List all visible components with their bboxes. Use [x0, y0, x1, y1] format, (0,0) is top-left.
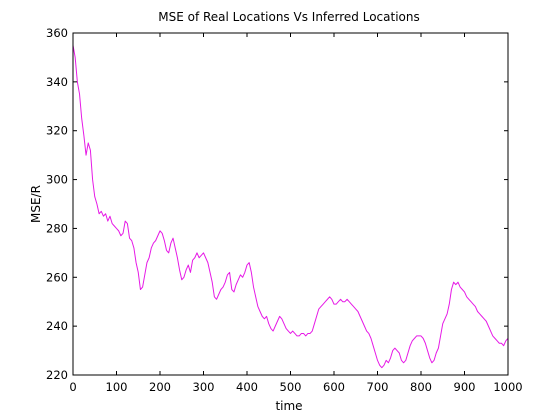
x-tick-label-7: 700	[367, 380, 389, 394]
x-tick-label-5: 500	[280, 380, 302, 394]
series-layer	[72, 45, 509, 369]
y-tick-label-0: 220	[46, 368, 68, 382]
x-tick-label-0: 0	[69, 380, 76, 394]
y-tick-label-4: 300	[46, 173, 68, 187]
x-tick-label-4: 400	[236, 380, 258, 394]
y-tick-label-2: 260	[46, 270, 68, 284]
x-tick-label-8: 800	[410, 380, 432, 394]
y-tick-label-7: 360	[46, 26, 68, 40]
y-tick-label-1: 240	[46, 319, 68, 333]
x-tick-label-10: 1000	[493, 380, 522, 394]
x-tick-label-2: 200	[149, 380, 171, 394]
y-tick-label-6: 340	[46, 75, 68, 89]
x-axis-label: time	[275, 399, 302, 413]
y-tick-label-3: 280	[46, 221, 68, 235]
x-tick-label-3: 300	[193, 380, 215, 394]
chart-title: MSE of Real Locations Vs Inferred Locati…	[158, 10, 420, 24]
y-axis-label: MSE/R	[29, 185, 43, 223]
axis-layer: 0 100 200 300 400 500 600 700 800 900 1000 220 240 26…	[46, 26, 523, 394]
x-tick-label-9: 900	[454, 380, 476, 394]
y-tick-label-5: 320	[46, 124, 68, 138]
plot-frame	[72, 32, 509, 376]
x-tick-label-6: 600	[323, 380, 345, 394]
x-tick-label-1: 100	[106, 380, 128, 394]
series-line-0	[72, 45, 509, 369]
